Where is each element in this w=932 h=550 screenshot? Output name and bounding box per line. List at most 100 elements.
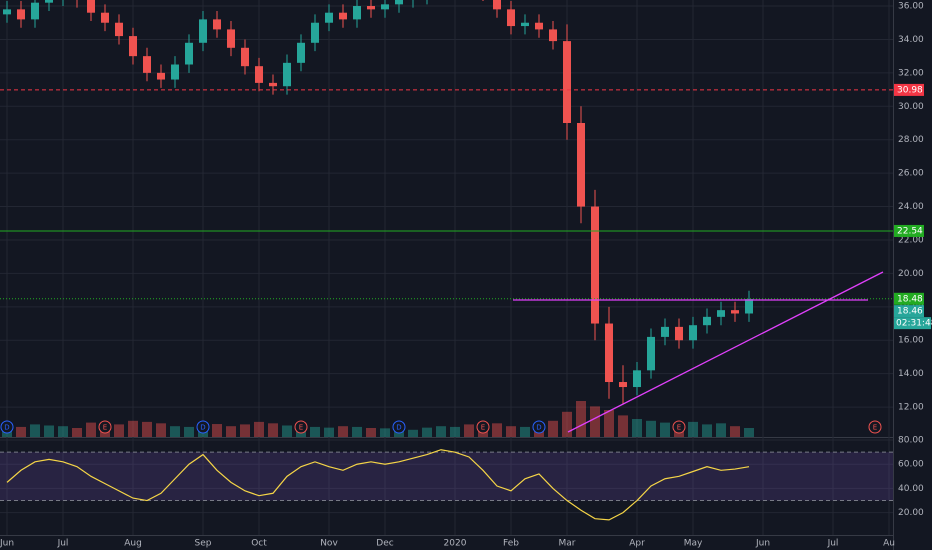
rsi-band bbox=[0, 451, 893, 502]
y-tick-label: 16.00 bbox=[898, 336, 924, 346]
candle-body bbox=[647, 336, 655, 371]
event-label: E bbox=[873, 424, 877, 432]
x-tick-label: Dec bbox=[376, 539, 393, 549]
volume bbox=[2, 401, 754, 437]
volume-bar bbox=[436, 426, 446, 437]
volume-bar bbox=[590, 406, 600, 437]
volume-bar bbox=[72, 428, 82, 437]
volume-bar bbox=[156, 423, 166, 437]
candle-body bbox=[17, 9, 25, 20]
event-label: D bbox=[536, 424, 541, 432]
volume-bar bbox=[562, 411, 572, 437]
event-marker bbox=[868, 420, 882, 434]
volume-bar bbox=[744, 428, 754, 437]
volume-bar bbox=[170, 426, 180, 437]
x-tick-label: Mar bbox=[559, 539, 576, 549]
candle-body bbox=[227, 29, 235, 48]
candle-body bbox=[563, 41, 571, 123]
volume-bar bbox=[688, 421, 698, 437]
volume-bar bbox=[282, 425, 292, 437]
candle-body bbox=[619, 382, 627, 388]
event-label: E bbox=[481, 424, 485, 432]
event-marker bbox=[98, 420, 112, 434]
volume-bar bbox=[114, 424, 124, 437]
x-tick-label: Jul bbox=[827, 539, 839, 549]
event-label: D bbox=[200, 424, 205, 432]
volume-bar bbox=[422, 427, 432, 437]
candle-body bbox=[507, 9, 515, 27]
x-tick-label: Oct bbox=[251, 539, 267, 549]
volume-bar bbox=[618, 415, 628, 437]
event-marker bbox=[392, 420, 406, 434]
y-tick-label: 24.00 bbox=[898, 202, 924, 212]
price-tag-label: 30.98 bbox=[897, 85, 923, 95]
candle-body bbox=[367, 6, 375, 10]
candle-body bbox=[101, 12, 109, 23]
countdown-tag bbox=[894, 317, 931, 330]
x-tick-label: Jun bbox=[0, 539, 14, 549]
candle-body bbox=[661, 326, 669, 337]
volume-bar bbox=[254, 421, 264, 437]
volume-bar bbox=[702, 424, 712, 437]
candle-body bbox=[199, 19, 207, 43]
candle-body bbox=[521, 22, 529, 27]
volume-bar bbox=[576, 401, 586, 437]
candle-body bbox=[353, 6, 361, 20]
volume-bar bbox=[506, 426, 516, 437]
volume-bar bbox=[450, 426, 460, 437]
volume-bar bbox=[464, 424, 474, 437]
y-tick-label: 34.00 bbox=[898, 35, 924, 45]
event-marker bbox=[672, 420, 686, 434]
volume-bar bbox=[240, 424, 250, 437]
candle-body bbox=[325, 12, 333, 23]
volume-bar bbox=[520, 426, 530, 437]
rsi-tick-label: 40.00 bbox=[898, 484, 924, 494]
rsi-panel bbox=[6, 449, 750, 521]
rsi-fill bbox=[0, 452, 893, 501]
price-tag bbox=[894, 83, 924, 96]
candle-body bbox=[717, 310, 725, 317]
candle-body bbox=[703, 316, 711, 326]
volume-bar bbox=[366, 428, 376, 437]
event-label: E bbox=[299, 424, 303, 432]
x-tick-label: Jun bbox=[755, 539, 770, 549]
grid bbox=[0, 0, 893, 535]
candle-body bbox=[213, 19, 221, 30]
y-tick-label: 14.00 bbox=[898, 369, 924, 379]
price-tag bbox=[894, 292, 924, 305]
event-label: D bbox=[4, 424, 9, 432]
event-marker bbox=[196, 420, 210, 434]
event-label: D bbox=[396, 424, 401, 432]
rsi-tick-label: 80.00 bbox=[898, 436, 924, 446]
candle-body bbox=[31, 2, 39, 20]
x-tick-label: Nov bbox=[320, 539, 338, 549]
x-tick-label: Apr bbox=[629, 539, 645, 549]
y-tick-label: 30.00 bbox=[898, 102, 924, 112]
event-label: E bbox=[677, 424, 681, 432]
volume-bar bbox=[660, 422, 670, 437]
volume-bar bbox=[408, 429, 418, 437]
volume-bar bbox=[44, 425, 54, 437]
y-tick-label: 20.00 bbox=[898, 269, 924, 279]
volume-bar bbox=[16, 426, 26, 437]
candle-body bbox=[395, 0, 403, 5]
price-tag-label: 18.46 bbox=[897, 307, 923, 317]
x-tick-label: Aug bbox=[124, 539, 142, 549]
x-tick-label: 2020 bbox=[444, 539, 467, 549]
event-marker bbox=[476, 420, 490, 434]
candle-body bbox=[45, 0, 53, 3]
y-tick-label: 26.00 bbox=[898, 169, 924, 179]
candle-body bbox=[577, 122, 585, 207]
volume-bar bbox=[604, 410, 614, 437]
candle-body bbox=[591, 206, 599, 324]
candle-body bbox=[241, 47, 249, 67]
candle-body bbox=[745, 299, 753, 314]
volume-bar bbox=[268, 423, 278, 437]
candle-body bbox=[3, 9, 11, 15]
y-tick-label: 36.00 bbox=[898, 2, 924, 12]
trendlines bbox=[513, 271, 884, 433]
candle-body bbox=[535, 22, 543, 30]
volume-bar bbox=[548, 420, 558, 437]
